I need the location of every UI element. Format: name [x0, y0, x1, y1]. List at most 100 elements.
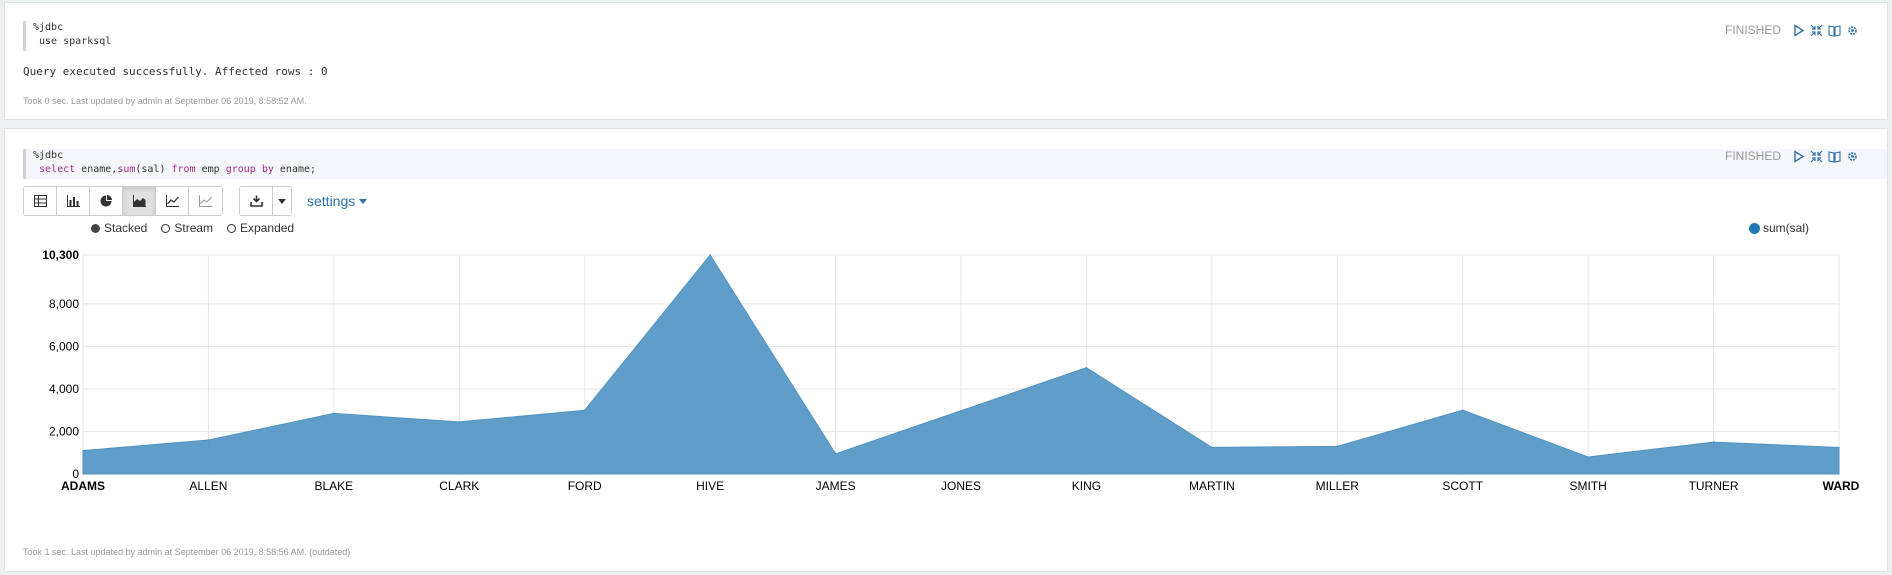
radio-filled-icon — [91, 223, 100, 233]
x-tick-label: JAMES — [816, 479, 856, 493]
mode-stacked[interactable]: Stacked — [91, 221, 147, 235]
table-icon — [33, 195, 47, 207]
data-point — [1838, 446, 1840, 449]
code-editor[interactable]: %jdbc use sparksql — [23, 21, 1887, 51]
y-tick-label: 6,000 — [49, 339, 79, 353]
line-chart-icon — [165, 195, 179, 207]
y-tick-label: 0 — [72, 467, 79, 481]
keyword-from: from — [171, 164, 196, 175]
code-line: %jdbc — [33, 22, 64, 33]
status-label: FINISHED — [1724, 149, 1781, 163]
area-chart-icon — [132, 195, 146, 207]
x-tick-label: ADAMS — [61, 479, 105, 493]
x-tick-label: TURNER — [1689, 479, 1739, 493]
paragraph-select-query: %jdbc select ename,sum(sal) from emp gro… — [4, 128, 1888, 572]
area-series-sum-sal — [82, 254, 1840, 475]
visualization-toolbar: settings — [23, 186, 368, 216]
bar-chart-button[interactable] — [57, 187, 90, 215]
mode-stream[interactable]: Stream — [161, 221, 213, 235]
x-tick-label: SMITH — [1569, 479, 1606, 493]
status-label: FINISHED — [1724, 23, 1781, 37]
code-text: ename; — [273, 164, 317, 175]
x-tick-label: MARTIN — [1189, 479, 1235, 493]
caret-down-icon — [278, 198, 286, 204]
y-tick-label: 2,000 — [49, 424, 79, 438]
area-chart: 0 2,000 4,000 6,000 8,000 10,300 ADAMS ALLEN BLA… — [42, 248, 1860, 493]
scatter-chart-button[interactable] — [189, 187, 222, 215]
paragraph-footer: Took 1 sec. Last updated by admin at Sep… — [23, 547, 351, 557]
series-legend[interactable]: sum(sal) — [1748, 221, 1809, 235]
keyword-select: select — [39, 164, 76, 175]
mode-expanded[interactable]: Expanded — [227, 221, 294, 235]
code-text: emp — [195, 164, 226, 175]
data-point — [1336, 445, 1339, 448]
chart-type-buttons — [23, 186, 223, 216]
collapse-icon[interactable] — [1810, 150, 1823, 163]
code-editor[interactable]: %jdbc select ename,sum(sal) from emp gro… — [23, 149, 1887, 179]
code-text: ename, — [75, 164, 118, 175]
y-tick-label: 8,000 — [49, 297, 79, 311]
collapse-icon[interactable] — [1810, 24, 1823, 37]
x-tick-label: SCOTT — [1442, 479, 1483, 493]
result-text: Query executed successfully. Affected ro… — [23, 65, 328, 78]
gear-icon[interactable] — [1846, 150, 1859, 163]
data-point — [1211, 446, 1213, 449]
x-tick-label: FORD — [568, 479, 602, 493]
bar-chart-icon — [66, 195, 80, 207]
paragraph-controls: FINISHED — [1725, 149, 1859, 163]
download-button[interactable] — [240, 187, 273, 215]
settings-dropdown[interactable]: settings — [307, 193, 368, 209]
data-point — [207, 439, 210, 441]
book-icon[interactable] — [1828, 24, 1841, 37]
data-point — [709, 254, 711, 256]
pie-chart-button[interactable] — [90, 187, 123, 215]
radio-empty-icon — [227, 223, 237, 233]
x-tick-label: CLARK — [439, 479, 479, 493]
radio-empty-icon — [161, 223, 171, 233]
mode-label: Stream — [174, 221, 214, 235]
data-point — [333, 412, 335, 415]
code-line: %jdbc — [33, 150, 64, 161]
code-line: select ename,sum(sal) from emp group by … — [33, 163, 1887, 177]
download-icon — [249, 195, 263, 207]
mode-label: Expanded — [240, 221, 295, 235]
paragraph-footer: Took 0 sec. Last updated by admin at Sep… — [23, 96, 307, 106]
code-text: (sal) — [135, 164, 172, 175]
data-point — [583, 409, 586, 412]
y-tick-label: 10,300 — [42, 248, 79, 262]
x-tick-label: MILLER — [1316, 479, 1360, 493]
play-icon[interactable] — [1792, 149, 1805, 163]
pie-chart-icon — [100, 195, 112, 207]
data-point — [1587, 456, 1589, 458]
data-point — [1461, 409, 1464, 412]
x-tick-label: KING — [1072, 479, 1101, 493]
x-tick-label: JONES — [941, 479, 981, 493]
y-tick-label: 4,000 — [49, 382, 79, 396]
data-point — [960, 409, 962, 412]
book-icon[interactable] — [1828, 150, 1841, 163]
gear-icon[interactable] — [1846, 24, 1859, 37]
x-tick-label: ALLEN — [189, 479, 227, 493]
data-point — [834, 453, 837, 455]
table-view-button[interactable] — [24, 187, 57, 215]
download-buttons — [239, 186, 292, 216]
code-line: use sparksql — [33, 35, 1887, 49]
area-chart-button[interactable] — [123, 187, 156, 215]
keyword-by: by — [261, 164, 274, 175]
stack-mode-controls: Stacked Stream Expanded — [91, 221, 294, 235]
scatter-chart-icon — [199, 195, 212, 207]
settings-label: settings — [307, 193, 356, 209]
x-tick-label: BLAKE — [315, 479, 354, 493]
x-tick-label: WARD — [1823, 479, 1860, 493]
keyword-sum: sum — [117, 164, 136, 175]
data-point — [1085, 366, 1088, 369]
mode-label: Stacked — [104, 221, 148, 235]
play-icon[interactable] — [1792, 23, 1805, 37]
download-dropdown-button[interactable] — [273, 187, 291, 215]
code-text: use sparksql — [33, 36, 112, 47]
line-chart-button[interactable] — [156, 187, 189, 215]
x-tick-label: HIVE — [696, 479, 724, 493]
data-point — [82, 449, 84, 452]
series-color-icon — [1748, 222, 1760, 234]
paragraph-use-sparksql: %jdbc use sparksql FINISHED Query execut… — [4, 2, 1888, 120]
